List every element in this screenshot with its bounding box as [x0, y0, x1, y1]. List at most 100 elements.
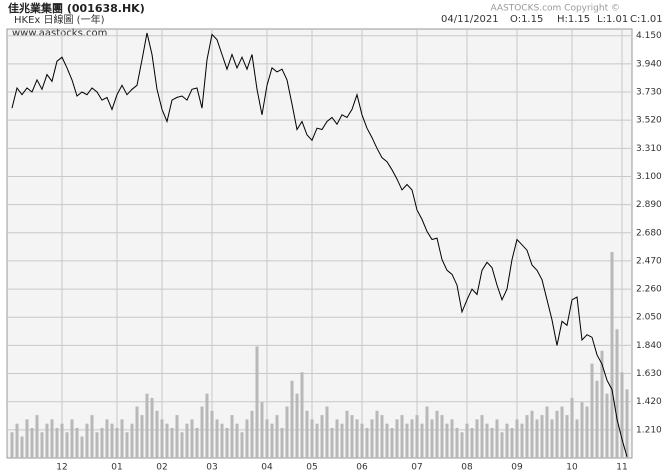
- volume-bar: [525, 415, 529, 458]
- volume-bar: [445, 423, 449, 458]
- volume-bar: [275, 415, 279, 458]
- volume-bar: [95, 432, 99, 458]
- volume-bar: [220, 423, 224, 458]
- volume-bar: [330, 427, 334, 458]
- volume-bar: [395, 419, 399, 458]
- volume-bar: [615, 329, 619, 458]
- volume-bar: [515, 419, 519, 458]
- volume-bar: [585, 406, 589, 458]
- volume-bar: [170, 427, 174, 458]
- volume-bar: [20, 436, 24, 458]
- volume-bar: [200, 406, 204, 458]
- volume-bar: [420, 423, 424, 458]
- volume-bar: [535, 419, 539, 458]
- volume-bar: [555, 410, 559, 458]
- y-tick-label: 3.310: [636, 144, 662, 154]
- y-tick-label: 2.260: [636, 285, 662, 295]
- volume-bar: [335, 419, 339, 458]
- volume-bar: [145, 393, 149, 458]
- volume-bar: [620, 372, 624, 458]
- volume-bar: [385, 423, 389, 458]
- x-tick-label: 08: [461, 463, 473, 473]
- subtitle: HKEx 日線圖 (一年): [14, 13, 105, 26]
- volume-bar: [265, 419, 269, 458]
- volume-bar: [415, 415, 419, 458]
- volume-bar: [545, 406, 549, 458]
- x-tick-label: 04: [261, 463, 273, 473]
- y-tick-label: 3.730: [636, 88, 662, 98]
- volume-bar: [210, 410, 214, 458]
- x-tick-label: 10: [566, 463, 578, 473]
- x-tick-label: 05: [306, 463, 317, 473]
- x-tick-label: 12: [56, 463, 67, 473]
- copyright: AASTOCKS.com Copyright ©: [490, 4, 620, 14]
- x-tick-label: 06: [356, 463, 368, 473]
- volume-bar: [500, 432, 504, 458]
- volume-bar: [560, 406, 564, 458]
- volume-bar: [270, 423, 274, 458]
- volume-bar: [40, 432, 44, 458]
- x-tick-label: 09: [511, 463, 523, 473]
- volume-bar: [75, 427, 79, 458]
- volume-bar: [90, 415, 94, 458]
- y-tick-label: 2.680: [636, 228, 662, 238]
- x-tick-label: 07: [411, 463, 422, 473]
- volume-bar: [565, 415, 569, 458]
- volume-bar: [390, 427, 394, 458]
- volume-bar: [35, 415, 39, 458]
- volume-bar: [205, 393, 209, 458]
- volume-bar: [155, 410, 159, 458]
- volume-bar: [475, 419, 479, 458]
- volume-bar: [320, 415, 324, 458]
- volume-bar: [180, 432, 184, 458]
- volume-bar: [590, 363, 594, 458]
- volume-bar: [185, 423, 189, 458]
- volume-bar: [105, 419, 109, 458]
- volume-bar: [260, 402, 264, 458]
- volume-bar: [30, 427, 34, 458]
- y-tick-label: 3.520: [636, 116, 662, 126]
- volume-bar: [140, 415, 144, 458]
- volume-bar: [425, 406, 429, 458]
- volume-bar: [230, 415, 234, 458]
- volume-bar: [365, 427, 369, 458]
- y-tick-label: 1.420: [636, 397, 662, 407]
- volume-bar: [100, 427, 104, 458]
- volume-bar: [235, 423, 239, 458]
- volume-bar: [250, 410, 254, 458]
- volume-bar: [130, 423, 134, 458]
- volume-bar: [435, 410, 439, 458]
- volume-bar: [280, 427, 284, 458]
- volume-bar: [460, 432, 464, 458]
- volume-bar: [310, 419, 314, 458]
- volume-bar: [290, 380, 294, 458]
- volume-bar: [405, 423, 409, 458]
- volume-bar: [540, 415, 544, 458]
- volume-bar: [450, 419, 454, 458]
- volume-bar: [570, 397, 574, 458]
- volume-bar: [490, 427, 494, 458]
- volume-bar: [375, 410, 379, 458]
- volume-bar: [410, 419, 414, 458]
- volume-bar: [25, 419, 29, 458]
- volume-bar: [135, 406, 139, 458]
- volume-bar: [440, 415, 444, 458]
- volume-bar: [300, 372, 304, 458]
- volume-bar: [55, 427, 59, 458]
- volume-bar: [215, 419, 219, 458]
- volume-bar: [50, 419, 54, 458]
- volume-bar: [240, 432, 244, 458]
- low: L:1.01: [597, 14, 628, 25]
- volume-bar: [610, 252, 614, 458]
- chart-title: 佳兆業集團 (001638.HK): [8, 1, 145, 15]
- volume-bar: [350, 415, 354, 458]
- volume-bar: [355, 419, 359, 458]
- close: C:1.01: [630, 14, 663, 25]
- volume-bar: [400, 415, 404, 458]
- source: www.aastocks.com: [12, 28, 107, 39]
- volume-bar: [195, 427, 199, 458]
- volume-bar: [165, 423, 169, 458]
- y-tick-label: 1.210: [636, 425, 662, 435]
- plot-area: [6, 28, 633, 459]
